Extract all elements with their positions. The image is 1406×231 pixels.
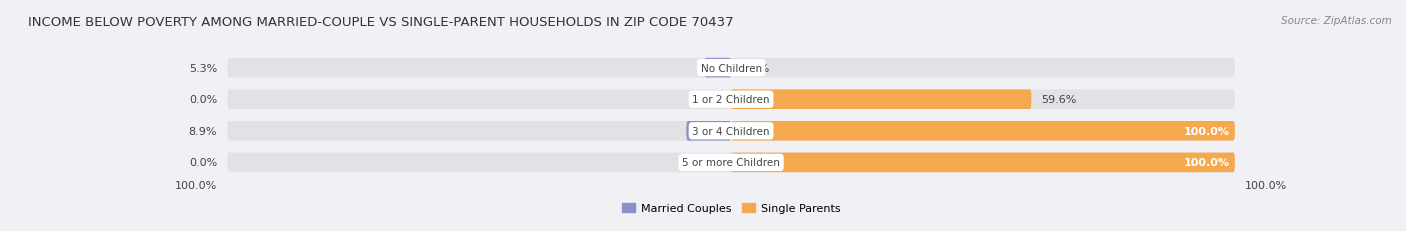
Text: 0.0%: 0.0% xyxy=(188,158,217,168)
Text: 0.0%: 0.0% xyxy=(188,95,217,105)
FancyBboxPatch shape xyxy=(686,122,731,141)
Text: 3 or 4 Children: 3 or 4 Children xyxy=(692,126,770,136)
Text: 59.6%: 59.6% xyxy=(1042,95,1077,105)
Legend: Married Couples, Single Parents: Married Couples, Single Parents xyxy=(619,199,844,216)
Text: Source: ZipAtlas.com: Source: ZipAtlas.com xyxy=(1281,16,1392,26)
Text: 5.3%: 5.3% xyxy=(188,63,217,73)
FancyBboxPatch shape xyxy=(228,153,1234,172)
Text: 100.0%: 100.0% xyxy=(174,180,217,190)
Text: 0.0%: 0.0% xyxy=(741,63,769,73)
FancyBboxPatch shape xyxy=(228,59,1234,78)
FancyBboxPatch shape xyxy=(228,122,1234,141)
FancyBboxPatch shape xyxy=(731,153,1234,172)
Text: INCOME BELOW POVERTY AMONG MARRIED-COUPLE VS SINGLE-PARENT HOUSEHOLDS IN ZIP COD: INCOME BELOW POVERTY AMONG MARRIED-COUPL… xyxy=(28,16,734,29)
Text: 100.0%: 100.0% xyxy=(1184,158,1230,168)
Text: 8.9%: 8.9% xyxy=(188,126,217,136)
Text: No Children: No Children xyxy=(700,63,762,73)
Text: 5 or more Children: 5 or more Children xyxy=(682,158,780,168)
Text: 1 or 2 Children: 1 or 2 Children xyxy=(692,95,770,105)
FancyBboxPatch shape xyxy=(731,122,1234,141)
Text: 100.0%: 100.0% xyxy=(1184,126,1230,136)
FancyBboxPatch shape xyxy=(704,59,731,78)
FancyBboxPatch shape xyxy=(731,90,1032,109)
FancyBboxPatch shape xyxy=(228,90,1234,109)
Text: 100.0%: 100.0% xyxy=(1246,180,1288,190)
